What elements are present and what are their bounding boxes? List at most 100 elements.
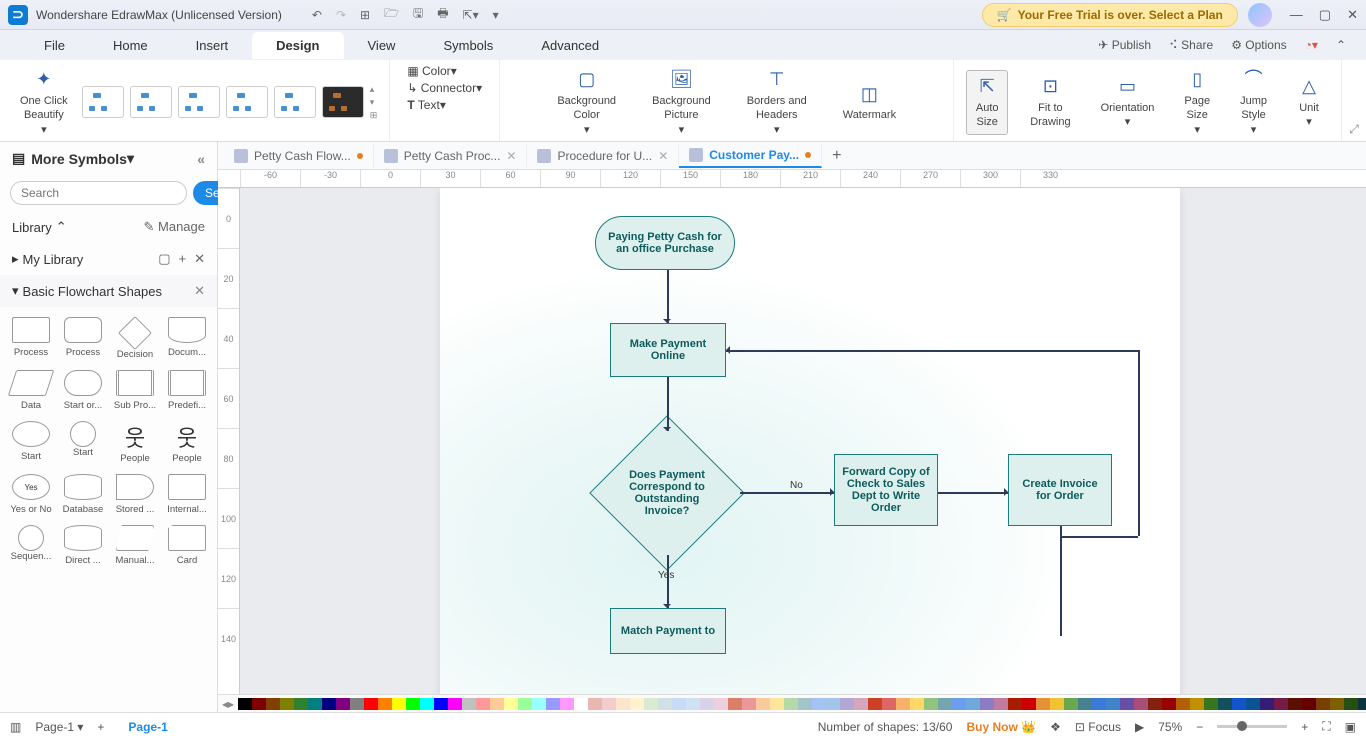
theme-1[interactable] [82, 86, 124, 118]
shape-yes-or-no[interactable]: YesYes or No [6, 470, 56, 519]
color-swatch[interactable] [238, 698, 252, 710]
color-swatch[interactable] [1232, 698, 1246, 710]
page-tab[interactable]: Page-1 [118, 720, 177, 734]
color-swatch[interactable] [1302, 698, 1316, 710]
node-invoice[interactable]: Create Invoice for Order [1008, 454, 1112, 526]
color-swatch[interactable] [1120, 698, 1134, 710]
color-swatch[interactable] [434, 698, 448, 710]
color-swatch[interactable] [1008, 698, 1022, 710]
color-swatch[interactable] [644, 698, 658, 710]
shape-start[interactable]: Start [58, 417, 108, 468]
shape-predefi-[interactable]: Predefi... [162, 366, 212, 415]
color-swatch[interactable] [742, 698, 756, 710]
jump-style-button[interactable]: ⌒Jump Style ▾ [1232, 64, 1275, 141]
lib-edit-icon[interactable]: ▢ [158, 251, 170, 267]
shape-data[interactable]: Data [6, 366, 56, 415]
open-icon[interactable]: 🗁 [384, 4, 399, 25]
canvas[interactable]: Paying Petty Cash for an office Purchase… [240, 188, 1366, 694]
shape-start-or-[interactable]: Start or... [58, 366, 108, 415]
connector-button[interactable]: ↳ Connector▾ [407, 81, 482, 95]
section-close-icon[interactable]: ✕ [194, 283, 205, 299]
fit-drawing-button[interactable]: ⊡Fit to Drawing [1022, 71, 1078, 134]
zoom-out-icon[interactable]: − [1196, 720, 1203, 734]
color-swatch[interactable] [1316, 698, 1330, 710]
menu-design[interactable]: Design [252, 32, 343, 59]
color-swatch[interactable] [854, 698, 868, 710]
unit-button[interactable]: △Unit ▾ [1289, 71, 1329, 134]
menu-file[interactable]: File [20, 32, 89, 59]
tab-close-icon[interactable]: ✕ [658, 149, 668, 163]
shape-database[interactable]: Database [58, 470, 108, 519]
color-swatch[interactable] [252, 698, 266, 710]
color-button[interactable]: ▦ Color▾ [407, 64, 456, 78]
color-swatch[interactable] [616, 698, 630, 710]
shape-internal-[interactable]: Internal... [162, 470, 212, 519]
doc-tab[interactable]: Customer Pay... [679, 144, 822, 168]
text-button[interactable]: T Text▾ [407, 98, 446, 112]
color-swatch[interactable] [938, 698, 952, 710]
maximize-icon[interactable]: ▢ [1319, 7, 1331, 23]
color-swatch[interactable] [1162, 698, 1176, 710]
color-swatch[interactable] [1330, 698, 1344, 710]
color-swatch[interactable] [658, 698, 672, 710]
color-swatch[interactable] [994, 698, 1008, 710]
color-swatch[interactable] [532, 698, 546, 710]
color-swatch[interactable] [476, 698, 490, 710]
color-swatch[interactable] [840, 698, 854, 710]
color-swatch[interactable] [896, 698, 910, 710]
color-swatch[interactable] [1022, 698, 1036, 710]
doc-tab[interactable]: Petty Cash Flow... [224, 145, 374, 167]
color-swatch[interactable] [1218, 698, 1232, 710]
fit-page-icon[interactable]: ⛶ [1322, 719, 1330, 734]
trial-banner[interactable]: 🛒 Your Free Trial is over. Select a Plan [982, 3, 1238, 27]
color-swatch[interactable] [1344, 698, 1358, 710]
color-swatch[interactable] [308, 698, 322, 710]
notif-icon[interactable]: ◔▾ [1305, 38, 1318, 52]
color-swatch[interactable] [672, 698, 686, 710]
save-icon[interactable]: 🖫 [413, 4, 423, 25]
avatar[interactable] [1248, 3, 1272, 27]
oneclick-beautify-button[interactable]: ✦ One Click Beautify ▾ [12, 64, 76, 141]
shape-direct-[interactable]: Direct ... [58, 521, 108, 570]
color-swatch[interactable] [1274, 698, 1288, 710]
color-swatch[interactable] [770, 698, 784, 710]
page-dropdown[interactable]: Page-1 ▾ [35, 720, 83, 734]
color-swatch[interactable] [784, 698, 798, 710]
color-swatch[interactable] [266, 698, 280, 710]
color-swatch[interactable] [588, 698, 602, 710]
shape-manual-[interactable]: Manual... [110, 521, 160, 570]
color-swatch[interactable] [1358, 698, 1366, 710]
color-swatch[interactable] [406, 698, 420, 710]
color-swatch[interactable] [868, 698, 882, 710]
color-swatch[interactable] [364, 698, 378, 710]
shape-process[interactable]: Process [58, 313, 108, 364]
doc-tab[interactable]: Petty Cash Proc...✕ [374, 145, 528, 167]
options-button[interactable]: ⚙ Options [1231, 38, 1286, 52]
orientation-button[interactable]: ▭Orientation ▾ [1093, 71, 1163, 134]
shape-card[interactable]: Card [162, 521, 212, 570]
page-size-button[interactable]: ▯Page Size ▾ [1176, 64, 1218, 141]
theme-3[interactable] [178, 86, 220, 118]
color-swatch[interactable] [322, 698, 336, 710]
search-input[interactable] [10, 181, 187, 205]
shape-stored-[interactable]: Stored ... [110, 470, 160, 519]
color-swatch[interactable] [602, 698, 616, 710]
auto-size-button[interactable]: ⇱Auto Size [966, 70, 1008, 135]
shape-people[interactable]: 웃People [110, 417, 160, 468]
buy-now-button[interactable]: Buy Now 👑 [966, 720, 1036, 734]
node-start[interactable]: Paying Petty Cash for an office Purchase [595, 216, 735, 270]
shape-start[interactable]: Start [6, 417, 56, 468]
close-icon[interactable]: ✕ [1347, 7, 1358, 23]
color-swatch[interactable] [392, 698, 406, 710]
color-swatch[interactable] [1176, 698, 1190, 710]
color-swatch[interactable] [420, 698, 434, 710]
theme-2[interactable] [130, 86, 172, 118]
color-swatch[interactable] [686, 698, 700, 710]
section-header[interactable]: ▾ Basic Flowchart Shapes ✕ [0, 275, 217, 307]
color-swatch[interactable] [1204, 698, 1218, 710]
color-swatch[interactable] [294, 698, 308, 710]
doc-tab[interactable]: Procedure for U...✕ [527, 145, 679, 167]
export-icon[interactable]: ⇱▾ [463, 8, 479, 22]
color-swatch[interactable] [1260, 698, 1274, 710]
bg-picture-button[interactable]: 🖼Background Picture ▾ [644, 64, 719, 141]
